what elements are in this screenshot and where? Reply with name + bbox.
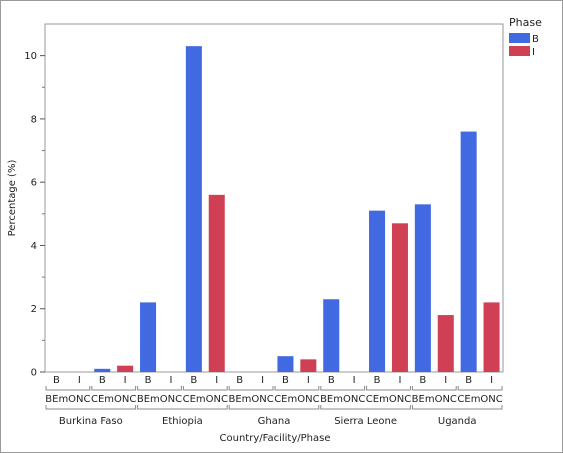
- phase-tick-label: B: [465, 375, 472, 386]
- y-tick-label: 6: [31, 178, 37, 189]
- facility-bracket: [182, 386, 228, 391]
- phase-tick-label: B: [145, 375, 152, 386]
- phase-tick-label: I: [78, 375, 81, 386]
- legend-swatch: [509, 33, 530, 43]
- legend: Phase BI: [509, 16, 542, 58]
- facility-bracket: [366, 386, 411, 391]
- bar: [483, 302, 500, 372]
- bar: [185, 46, 202, 373]
- country-label: Burkina Faso: [59, 416, 123, 427]
- facility-label: CEmONC: [274, 394, 319, 405]
- plot-area: [44, 23, 504, 373]
- y-tick-label: 2: [31, 304, 37, 315]
- axes: 0 2 4 6 8 10: [24, 23, 504, 379]
- phase-tick-label: B: [53, 375, 60, 386]
- country-label: Sierra Leone: [334, 416, 397, 427]
- facility-bracket: [411, 386, 457, 391]
- country-bracket: [137, 405, 228, 410]
- bar: [369, 210, 386, 372]
- facility-label: BEmONC: [45, 394, 90, 405]
- facility-bracket: [137, 386, 182, 391]
- y-tick-label: 10: [24, 51, 37, 62]
- legend-entry-label: B: [532, 34, 539, 45]
- facility-label: CEmONC: [366, 394, 411, 405]
- facility-label: CEmONC: [91, 394, 136, 405]
- x-axis-label: Country/Facility/Phase: [220, 433, 331, 444]
- y-axis-label: Percentage (%): [7, 160, 18, 237]
- legend-title: Phase: [509, 16, 542, 29]
- bar: [460, 131, 477, 372]
- facility-label: CEmONC: [183, 394, 228, 405]
- bar: [414, 204, 431, 372]
- y-tick-label: 4: [31, 241, 37, 252]
- facility-bracket: [457, 386, 503, 391]
- country-label: Ghana: [258, 416, 291, 427]
- bar: [391, 223, 408, 372]
- facility-bracket: [274, 386, 320, 391]
- bar: [277, 356, 294, 372]
- facility-label: BEmONC: [320, 394, 365, 405]
- bar: [94, 368, 111, 372]
- facility-bracket: [228, 386, 274, 391]
- phase-tick-label: B: [419, 375, 426, 386]
- country-label: Ethiopia: [162, 416, 203, 427]
- phase-tick-label: I: [490, 375, 493, 386]
- y-tick-label: 0: [31, 368, 37, 379]
- phase-tick-label: I: [307, 375, 310, 386]
- phase-tick-label: I: [215, 375, 218, 386]
- bar: [300, 359, 317, 372]
- bar: [323, 299, 340, 372]
- phase-tick-label: I: [353, 375, 356, 386]
- phase-tick-label: B: [236, 375, 243, 386]
- legend-swatch: [509, 46, 530, 56]
- country-bracket: [228, 405, 320, 410]
- country-bracket: [320, 405, 411, 410]
- bar: [140, 302, 157, 372]
- phase-tick-label: I: [124, 375, 127, 386]
- facility-label: CEmONC: [457, 394, 502, 405]
- bar: [117, 365, 134, 372]
- phase-tick-label: I: [261, 375, 264, 386]
- bar: [437, 315, 454, 372]
- phase-tick-label: B: [99, 375, 106, 386]
- facility-bracket: [320, 386, 366, 391]
- phase-tick-label: I: [169, 375, 172, 386]
- legend-entry-label: I: [532, 47, 535, 58]
- phase-tick-label: I: [444, 375, 447, 386]
- facility-bracket: [45, 386, 91, 391]
- country-bracket: [411, 405, 503, 410]
- phase-tick-label: B: [190, 375, 197, 386]
- phase-tick-label: B: [282, 375, 289, 386]
- country-label: Uganda: [438, 416, 477, 427]
- y-tick-label: 8: [31, 114, 37, 125]
- facility-bracket: [91, 386, 137, 391]
- phase-tick-label: B: [374, 375, 381, 386]
- facility-label: BEmONC: [412, 394, 457, 405]
- phase-tick-label: B: [328, 375, 335, 386]
- facility-label: BEmONC: [228, 394, 273, 405]
- bar: [208, 194, 225, 372]
- phase-tick-label: I: [398, 375, 401, 386]
- country-bracket: [45, 405, 137, 410]
- facility-label: BEmONC: [137, 394, 182, 405]
- bars: [94, 46, 500, 373]
